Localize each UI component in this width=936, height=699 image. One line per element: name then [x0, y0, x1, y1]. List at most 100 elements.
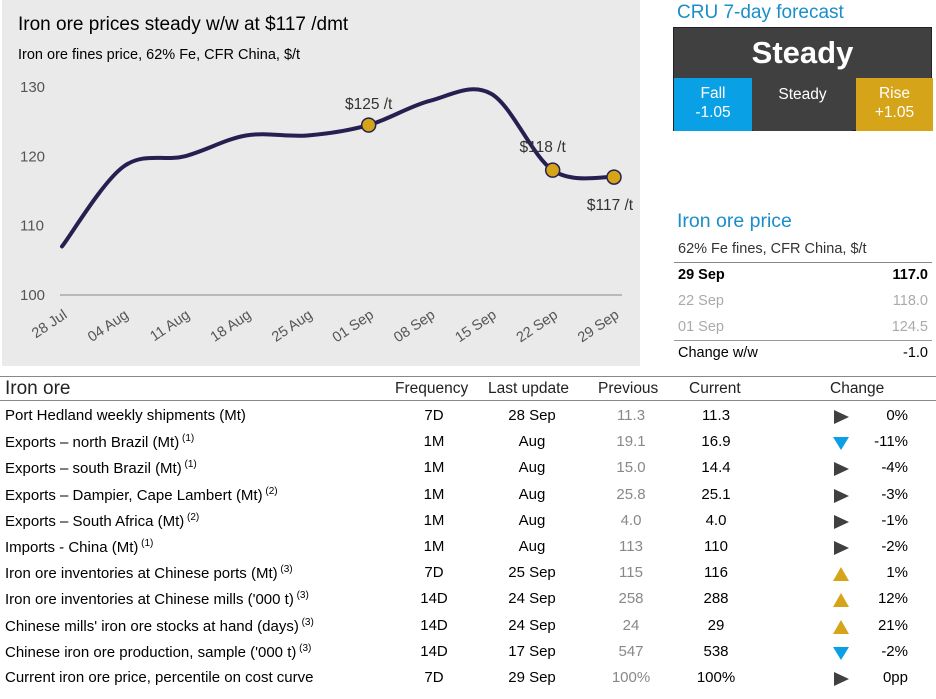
row-last-update-value: Aug	[518, 433, 546, 451]
x-tick-label: 29 Sep	[575, 307, 622, 346]
arrow-down-icon	[833, 646, 849, 660]
row-name-text: Exports – south Brazil (Mt)	[5, 460, 182, 478]
y-tick-label: 100	[20, 287, 45, 304]
row-change: -11%	[874, 433, 908, 451]
row-footnote: (3)	[277, 564, 293, 576]
chart-subtitle: Iron ore fines price, 62% Fe, CFR China,…	[18, 47, 301, 63]
price-row: 01 Sep 124.5	[674, 315, 932, 341]
row-current-value: 110	[704, 538, 728, 555]
header-name: Iron ore	[5, 378, 71, 399]
chart-panel: 100 110 120 130 28 Jul 04 Aug 11 Aug 18 Aug 25 A…	[2, 0, 640, 366]
row-frequency-value: 1M	[423, 485, 445, 503]
price-change-label: Change w/w	[678, 345, 758, 361]
arrow-right-icon	[834, 672, 849, 686]
row-current-value: 116	[704, 564, 728, 582]
arrow-down-icon	[833, 437, 849, 451]
row-previous-value: 4.0	[620, 511, 642, 529]
row-current-value: 29	[707, 616, 725, 634]
x-tick-label: 08 Sep	[391, 307, 438, 346]
series-line	[60, 87, 616, 249]
x-tick-label: 01 Sep	[330, 307, 377, 346]
table-header: Iron ore Frequency Last update Previous …	[0, 376, 936, 401]
table-row: Chinese iron ore production, sample ('00…	[0, 639, 936, 665]
x-tick-label: 22 Sep	[514, 307, 561, 346]
row-name-text: Chinese iron ore production, sample ('00…	[5, 643, 297, 661]
table-row: Chinese mills' iron ore stocks at hand (…	[0, 613, 936, 639]
price-row: 22 Sep 118.0	[674, 289, 932, 315]
arrow-up-icon	[833, 619, 849, 634]
row-name: Exports – Dampier, Cape Lambert (Mt) (2)	[5, 486, 278, 504]
row-name-text: Iron ore inventories at Chinese ports (M…	[5, 565, 278, 583]
row-frequency-value: 7D	[424, 407, 444, 424]
row-name: Imports - China (Mt) (1)	[5, 538, 153, 556]
point-label: $125 /t	[345, 96, 393, 113]
table-row: Exports – Dampier, Cape Lambert (Mt) (2)…	[0, 482, 936, 508]
row-last-update-value: Aug	[518, 511, 546, 529]
row-name-text: Exports – South Africa (Mt)	[5, 512, 185, 530]
header-previous: Previous	[598, 380, 659, 397]
forecast-fall: Fall -1.05	[674, 78, 752, 131]
row-previous-value: 547	[618, 642, 644, 660]
chart-title: Iron ore prices steady w/w at $117 /dmt	[18, 14, 349, 35]
row-previous-value: 25.8	[616, 485, 646, 503]
row-footnote: (1)	[181, 459, 197, 471]
row-previous-value: 11.3	[616, 407, 646, 424]
row-change: -1%	[881, 511, 908, 529]
row-change: 12%	[877, 590, 908, 608]
price-value: 124.5	[891, 319, 928, 335]
price-date: 22 Sep	[678, 293, 724, 309]
row-last-update-value: 25 Sep	[508, 564, 556, 582]
arrow-up-icon	[833, 567, 849, 582]
price-box-title: Iron ore price	[677, 210, 792, 232]
row-previous-value: 258	[618, 590, 644, 608]
row-last-update-value: Aug	[518, 538, 546, 555]
price-change-value: -1.0	[903, 345, 928, 361]
highlight-point	[360, 117, 377, 133]
row-name: Exports – north Brazil (Mt) (1)	[5, 433, 194, 451]
row-frequency-value: 14D	[420, 642, 448, 660]
row-current-value: 288	[703, 590, 729, 608]
row-name-text: Exports – north Brazil (Mt)	[5, 434, 180, 452]
y-tick-label: 110	[20, 218, 44, 235]
x-tick-label: 15 Sep	[453, 307, 500, 346]
arrow-right-icon	[834, 514, 849, 529]
point-label: $118 /t	[520, 139, 567, 156]
forecast-title: CRU 7-day forecast	[677, 2, 844, 23]
price-value: 118.0	[892, 293, 928, 309]
row-frequency-value: 7D	[424, 564, 444, 582]
price-change-row: Change w/w -1.0	[674, 341, 932, 367]
row-last-update-value: Aug	[518, 459, 546, 477]
row-frequency-value: 1M	[423, 538, 445, 555]
row-footnote: (1)	[179, 433, 195, 445]
row-current-value: 100%	[696, 669, 736, 686]
header-current: Current	[689, 380, 741, 397]
row-current-value: 4.0	[705, 511, 727, 529]
x-tick-label: 04 Aug	[85, 307, 131, 346]
row-frequency-value: 1M	[423, 433, 445, 451]
x-tick-label: 11 Aug	[147, 307, 193, 345]
row-name-text: Iron ore inventories at Chinese mills ('…	[5, 591, 294, 609]
table-row: Imports - China (Mt) (1) 1M Aug 113 110 -2%	[0, 534, 936, 560]
forecast-rise: Rise +1.05	[856, 78, 933, 131]
x-tick-label: 25 Aug	[269, 307, 315, 346]
row-current-value: 11.3	[701, 407, 731, 424]
forecast-rise-label: Rise	[878, 85, 910, 102]
table-row: Port Hedland weekly shipments (Mt) 7D 28 S…	[0, 403, 936, 429]
row-last-update-value: 28 Sep	[508, 407, 556, 424]
row-last-update-value: 29 Sep	[508, 669, 556, 686]
row-frequency-value: 14D	[420, 616, 448, 634]
point-label: $117 /t	[587, 197, 634, 214]
arrow-right-icon	[834, 410, 849, 424]
x-tick-label: 18 Aug	[208, 307, 254, 346]
highlight-point	[606, 169, 622, 185]
price-row: 29 Sep 117.0	[674, 263, 932, 289]
row-previous-value: 15.0	[616, 459, 646, 477]
table-row: Exports – north Brazil (Mt) (1) 1M Aug 19.1…	[0, 429, 936, 455]
row-previous-value: 115	[619, 564, 643, 582]
row-name: Iron ore inventories at Chinese ports (M…	[5, 564, 293, 582]
row-name: Exports – South Africa (Mt) (2)	[5, 512, 199, 530]
table-row: Exports – south Brazil (Mt) (1) 1M Aug 15.0…	[0, 455, 936, 481]
row-frequency-value: 1M	[423, 511, 445, 529]
row-name: Port Hedland weekly shipments (Mt)	[5, 407, 246, 424]
row-footnote: (3)	[293, 590, 309, 602]
